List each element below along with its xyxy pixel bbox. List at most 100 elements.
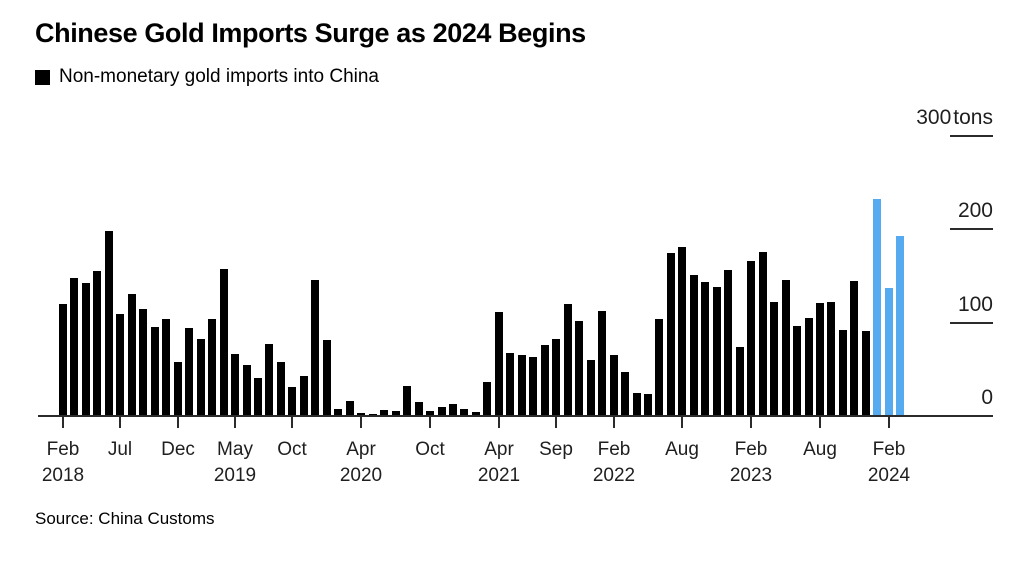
y-axis-unit-label: tons — [953, 106, 993, 129]
x-tick-line — [177, 417, 179, 428]
bar — [323, 340, 331, 416]
bar — [472, 412, 480, 416]
bar — [896, 236, 904, 416]
x-tick-month-label: Sep — [539, 439, 573, 460]
bar — [850, 281, 858, 416]
source-caption: Source: China Customs — [35, 509, 215, 528]
x-tick-line — [681, 417, 683, 428]
y-tick-value: 300 — [916, 106, 952, 129]
x-tick-line — [498, 417, 500, 428]
x-tick-year-label: 2023 — [729, 465, 773, 486]
bar — [243, 365, 251, 416]
x-tick-year-label: 2019 — [213, 465, 257, 486]
bar — [288, 387, 296, 416]
bar — [116, 314, 124, 416]
bar — [759, 252, 767, 416]
bar — [678, 247, 686, 416]
bar — [59, 304, 67, 416]
bar — [357, 413, 365, 416]
bar — [885, 288, 893, 416]
bar — [380, 410, 388, 416]
bar — [644, 394, 652, 416]
x-tick-line — [555, 417, 557, 428]
x-tick-month-label: Apr — [346, 439, 376, 460]
y-tick-line — [950, 228, 993, 230]
bar — [220, 269, 228, 416]
x-tick-line — [819, 417, 821, 428]
bar — [667, 253, 675, 416]
bar — [82, 283, 90, 416]
bar — [334, 409, 342, 416]
bar — [449, 404, 457, 416]
bar — [483, 382, 491, 416]
x-axis-line — [38, 415, 993, 417]
x-tick-line — [888, 417, 890, 428]
y-tick-value: 0 — [981, 386, 993, 409]
bar — [128, 294, 136, 416]
legend-swatch-icon — [35, 69, 50, 85]
x-tick-year-label: 2020 — [339, 465, 383, 486]
bar — [506, 353, 514, 416]
bar — [151, 327, 159, 416]
y-tick-label: 0 — [981, 386, 993, 410]
x-tick-month-label: Apr — [484, 439, 514, 460]
bar — [277, 362, 285, 416]
bar — [816, 303, 824, 416]
x-tick-year-label: 2018 — [41, 465, 85, 486]
y-tick-line — [950, 135, 993, 137]
bar — [392, 411, 400, 416]
x-tick-year-label: 2021 — [477, 465, 521, 486]
x-tick-month-label: Feb — [734, 439, 768, 460]
x-tick-line — [750, 417, 752, 428]
bar — [782, 280, 790, 416]
bar — [254, 378, 262, 416]
y-tick-line — [950, 322, 993, 324]
bar — [208, 319, 216, 416]
bar — [174, 362, 182, 416]
bar — [598, 311, 606, 416]
bar — [770, 302, 778, 416]
x-tick-month-label: May — [217, 439, 253, 460]
x-tick-line — [62, 417, 64, 428]
x-tick-month-label: Aug — [803, 439, 837, 460]
bar — [793, 326, 801, 416]
bar — [403, 386, 411, 416]
bar — [495, 312, 503, 416]
x-tick-line — [613, 417, 615, 428]
bar — [162, 319, 170, 416]
bar — [311, 280, 319, 416]
bar — [873, 199, 881, 416]
x-tick-year-label: 2022 — [592, 465, 636, 486]
bar — [621, 372, 629, 416]
x-tick-line — [119, 417, 121, 428]
bar — [93, 271, 101, 416]
legend-label: Non-monetary gold imports into China — [59, 66, 379, 87]
bar — [587, 360, 595, 416]
bar — [541, 345, 549, 416]
x-tick-month-label: Feb — [597, 439, 631, 460]
bar — [552, 339, 560, 416]
y-tick-label: 100 — [958, 293, 993, 317]
bar — [564, 304, 572, 416]
bar — [805, 318, 813, 416]
x-tick-month-label: Aug — [665, 439, 699, 460]
bar — [185, 328, 193, 416]
x-tick-month-label: Dec — [161, 439, 195, 460]
bar — [839, 330, 847, 416]
y-tick-label: 300tons — [916, 106, 993, 130]
bar — [690, 275, 698, 416]
bar — [300, 376, 308, 416]
bar — [862, 331, 870, 416]
bar — [346, 401, 354, 416]
bar — [518, 355, 526, 416]
bar — [655, 319, 663, 416]
x-tick-line — [360, 417, 362, 428]
y-tick-value: 200 — [957, 199, 993, 222]
y-tick-value: 100 — [957, 293, 993, 316]
bar — [747, 261, 755, 416]
bar — [529, 357, 537, 416]
x-tick-line — [234, 417, 236, 428]
bar — [724, 270, 732, 416]
chart-title: Chinese Gold Imports Surge as 2024 Begin… — [35, 18, 586, 48]
